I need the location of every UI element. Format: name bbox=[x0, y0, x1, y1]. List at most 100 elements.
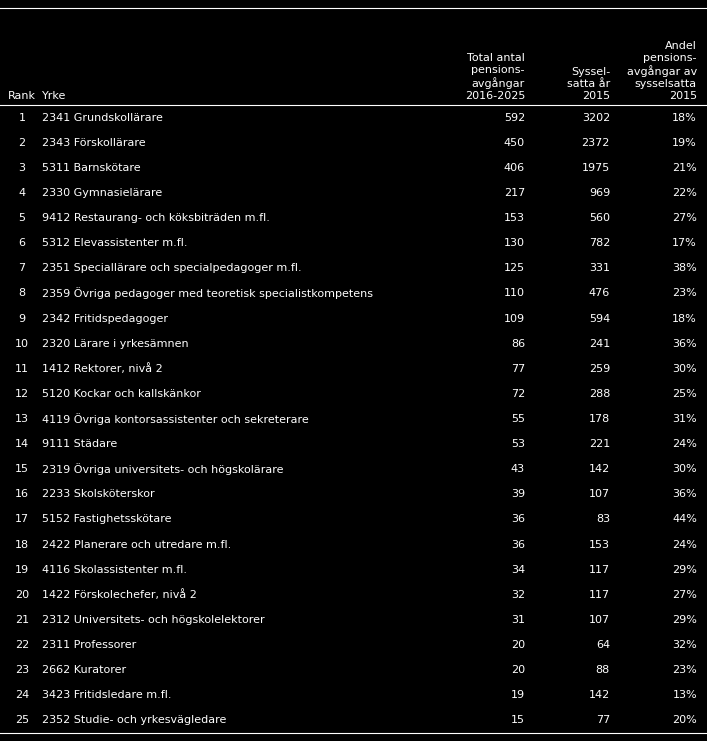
Text: 2312 Universitets- och högskolelektorer: 2312 Universitets- och högskolelektorer bbox=[42, 615, 264, 625]
Text: 23: 23 bbox=[15, 665, 29, 675]
Text: 3: 3 bbox=[18, 163, 25, 173]
Text: 7: 7 bbox=[18, 263, 25, 273]
Text: 2320 Lärare i yrkesämnen: 2320 Lärare i yrkesämnen bbox=[42, 339, 189, 348]
Text: 36%: 36% bbox=[672, 339, 697, 348]
Text: 450: 450 bbox=[504, 138, 525, 147]
Text: 107: 107 bbox=[589, 615, 610, 625]
Text: 19: 19 bbox=[15, 565, 29, 575]
Text: 2359 Övriga pedagoger med teoretisk specialistkompetens: 2359 Övriga pedagoger med teoretisk spec… bbox=[42, 288, 373, 299]
Text: 130: 130 bbox=[504, 238, 525, 248]
Text: 18%: 18% bbox=[672, 313, 697, 324]
Text: 32%: 32% bbox=[672, 640, 697, 650]
Text: Rank: Rank bbox=[8, 91, 36, 101]
Text: 83: 83 bbox=[596, 514, 610, 525]
Text: 25%: 25% bbox=[672, 389, 697, 399]
Text: 3423 Fritidsledare m.fl.: 3423 Fritidsledare m.fl. bbox=[42, 691, 172, 700]
Text: 16: 16 bbox=[15, 489, 29, 499]
Text: 782: 782 bbox=[589, 238, 610, 248]
Text: 21: 21 bbox=[15, 615, 29, 625]
Text: 12: 12 bbox=[15, 389, 29, 399]
Text: 24: 24 bbox=[15, 691, 29, 700]
Text: 2351 Speciallärare och specialpedagoger m.fl.: 2351 Speciallärare och specialpedagoger … bbox=[42, 263, 302, 273]
Text: 20: 20 bbox=[15, 590, 29, 600]
Text: 221: 221 bbox=[589, 439, 610, 449]
Text: 24%: 24% bbox=[672, 439, 697, 449]
Text: 39: 39 bbox=[511, 489, 525, 499]
Text: 77: 77 bbox=[596, 716, 610, 725]
Text: 77: 77 bbox=[510, 364, 525, 373]
Text: 406: 406 bbox=[504, 163, 525, 173]
Text: 560: 560 bbox=[589, 213, 610, 223]
Text: 30%: 30% bbox=[672, 465, 697, 474]
Text: 31%: 31% bbox=[672, 414, 697, 424]
Text: 331: 331 bbox=[589, 263, 610, 273]
Text: 8: 8 bbox=[18, 288, 25, 299]
Text: 34: 34 bbox=[511, 565, 525, 575]
Text: 5120 Kockar och kallskänkor: 5120 Kockar och kallskänkor bbox=[42, 389, 201, 399]
Text: 17%: 17% bbox=[672, 238, 697, 248]
Text: 217: 217 bbox=[504, 188, 525, 198]
Text: 32: 32 bbox=[511, 590, 525, 600]
Text: 2: 2 bbox=[18, 138, 25, 147]
Text: 19: 19 bbox=[511, 691, 525, 700]
Text: 5152 Fastighetsskötare: 5152 Fastighetsskötare bbox=[42, 514, 172, 525]
Text: 15: 15 bbox=[511, 716, 525, 725]
Text: 2330 Gymnasielärare: 2330 Gymnasielärare bbox=[42, 188, 162, 198]
Text: 64: 64 bbox=[596, 640, 610, 650]
Text: 241: 241 bbox=[589, 339, 610, 348]
Text: 29%: 29% bbox=[672, 565, 697, 575]
Text: 88: 88 bbox=[596, 665, 610, 675]
Text: Total antal
pensions-
avgångar
2016-2025: Total antal pensions- avgångar 2016-2025 bbox=[464, 53, 525, 101]
Text: 25: 25 bbox=[15, 716, 29, 725]
Text: 19%: 19% bbox=[672, 138, 697, 147]
Text: 1412 Rektorer, nivå 2: 1412 Rektorer, nivå 2 bbox=[42, 363, 163, 374]
Text: 10: 10 bbox=[15, 339, 29, 348]
Text: 3202: 3202 bbox=[582, 113, 610, 122]
Text: 2372: 2372 bbox=[582, 138, 610, 147]
Text: 4: 4 bbox=[18, 188, 25, 198]
Text: 17: 17 bbox=[15, 514, 29, 525]
Text: Yrke: Yrke bbox=[42, 91, 66, 101]
Text: 22%: 22% bbox=[672, 188, 697, 198]
Text: 109: 109 bbox=[504, 313, 525, 324]
Text: 153: 153 bbox=[589, 539, 610, 550]
Text: 14: 14 bbox=[15, 439, 29, 449]
Text: 31: 31 bbox=[511, 615, 525, 625]
Text: 5: 5 bbox=[18, 213, 25, 223]
Text: 259: 259 bbox=[589, 364, 610, 373]
Text: 36: 36 bbox=[511, 539, 525, 550]
Text: 22: 22 bbox=[15, 640, 29, 650]
Text: 23%: 23% bbox=[672, 665, 697, 675]
Text: 5311 Barnskötare: 5311 Barnskötare bbox=[42, 163, 141, 173]
Text: 142: 142 bbox=[589, 465, 610, 474]
Text: 9111 Städare: 9111 Städare bbox=[42, 439, 117, 449]
Text: 2341 Grundskollärare: 2341 Grundskollärare bbox=[42, 113, 163, 122]
Text: 2343 Förskollärare: 2343 Förskollärare bbox=[42, 138, 146, 147]
Text: 476: 476 bbox=[589, 288, 610, 299]
Text: 21%: 21% bbox=[672, 163, 697, 173]
Text: Andel
pensions-
avgångar av
sysselsatta
2015: Andel pensions- avgångar av sysselsatta … bbox=[626, 41, 697, 101]
Text: 107: 107 bbox=[589, 489, 610, 499]
Text: 29%: 29% bbox=[672, 615, 697, 625]
Text: 18%: 18% bbox=[672, 113, 697, 122]
Text: 9: 9 bbox=[18, 313, 25, 324]
Text: 38%: 38% bbox=[672, 263, 697, 273]
Text: 86: 86 bbox=[511, 339, 525, 348]
Text: 2319 Övriga universitets- och högskolärare: 2319 Övriga universitets- och högskolära… bbox=[42, 463, 284, 475]
Text: 117: 117 bbox=[589, 590, 610, 600]
Text: 15: 15 bbox=[15, 465, 29, 474]
Text: 110: 110 bbox=[504, 288, 525, 299]
Text: 2422 Planerare och utredare m.fl.: 2422 Planerare och utredare m.fl. bbox=[42, 539, 231, 550]
Text: 594: 594 bbox=[589, 313, 610, 324]
Text: 13: 13 bbox=[15, 414, 29, 424]
Text: 9412 Restaurang- och köksbiträden m.fl.: 9412 Restaurang- och köksbiträden m.fl. bbox=[42, 213, 270, 223]
Text: 142: 142 bbox=[589, 691, 610, 700]
Text: 72: 72 bbox=[510, 389, 525, 399]
Text: 1422 Förskolechefer, nivå 2: 1422 Förskolechefer, nivå 2 bbox=[42, 589, 197, 600]
Text: 23%: 23% bbox=[672, 288, 697, 299]
Text: 969: 969 bbox=[589, 188, 610, 198]
Text: 1975: 1975 bbox=[582, 163, 610, 173]
Text: 11: 11 bbox=[15, 364, 29, 373]
Text: 2233 Skolsköterskor: 2233 Skolsköterskor bbox=[42, 489, 155, 499]
Text: 2662 Kuratorer: 2662 Kuratorer bbox=[42, 665, 126, 675]
